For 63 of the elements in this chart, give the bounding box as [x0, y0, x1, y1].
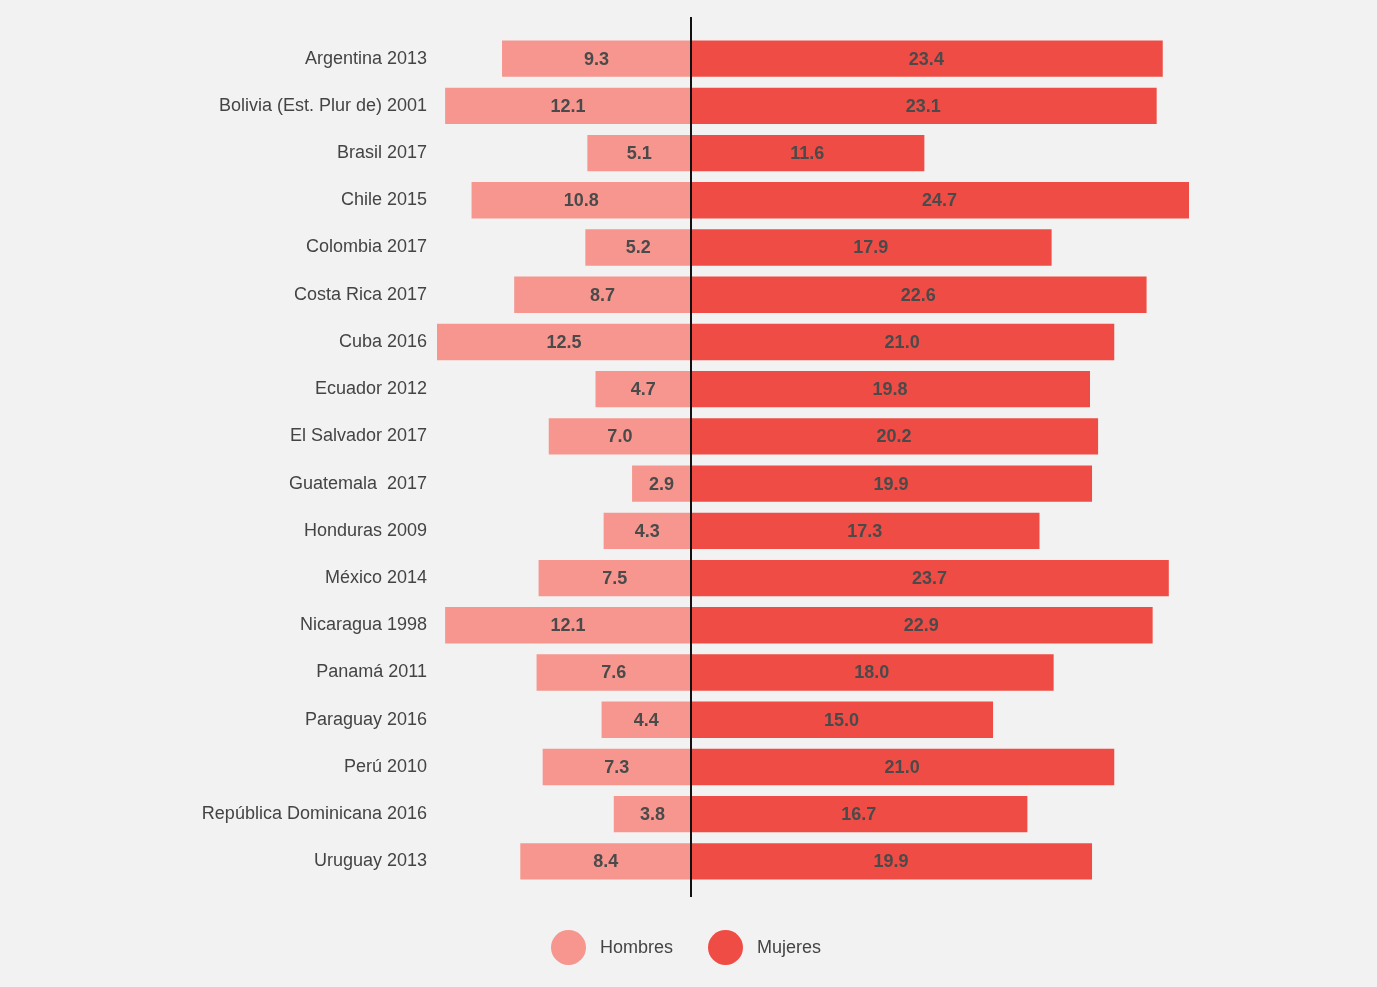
bar — [595, 370, 691, 408]
data-label: 23.4 — [908, 48, 944, 69]
y-tick-label: Colombia 2017 — [305, 236, 427, 257]
data-label: 21.0 — [884, 756, 920, 777]
data-label: 21.0 — [884, 331, 920, 352]
data-label: 11.6 — [790, 143, 825, 164]
bar — [538, 559, 691, 597]
data-label: 2.9 — [649, 473, 675, 494]
data-label: 19.9 — [873, 473, 909, 494]
legend-label: Mujeres — [757, 937, 822, 958]
data-label: 12.1 — [550, 615, 586, 636]
y-tick-label: Argentina 2013 — [304, 47, 427, 68]
data-label: 20.2 — [876, 426, 912, 447]
y-tick-label: Uruguay 2013 — [313, 850, 427, 871]
y-tick-label: Ecuador 2012 — [314, 378, 427, 399]
y-tick-label: Chile 2015 — [340, 189, 427, 210]
data-label: 12.1 — [550, 95, 586, 116]
data-label: 15.0 — [823, 709, 860, 730]
bar — [603, 512, 691, 550]
data-label: 23.1 — [905, 95, 941, 116]
data-label: 4.7 — [630, 379, 656, 400]
data-label: 19.9 — [873, 851, 909, 872]
y-tick-label: Panamá 2011 — [316, 661, 427, 682]
data-label: 17.9 — [853, 237, 889, 258]
y-tick-label: Bolivia (Est. Plur de) 2001 — [218, 94, 427, 115]
data-label: 9.3 — [584, 48, 610, 69]
y-tick-label: Guatemala 2017 — [288, 472, 427, 493]
data-label: 16.7 — [841, 804, 877, 825]
y-tick-label: Cuba 2016 — [338, 330, 427, 351]
data-label: 24.7 — [921, 190, 958, 211]
data-label: 17.3 — [847, 520, 883, 541]
y-tick-label: Honduras 2009 — [303, 519, 427, 540]
data-label: 5.1 — [626, 143, 652, 164]
data-label: 8.4 — [593, 851, 619, 872]
legend-label: Hombres — [599, 937, 673, 958]
data-label: 7.5 — [602, 568, 628, 589]
data-label: 8.7 — [590, 284, 616, 305]
y-tick-label: México 2014 — [324, 567, 427, 588]
data-label: 4.3 — [634, 520, 660, 541]
bar — [632, 465, 691, 502]
y-tick-label: El Salvador 2017 — [289, 425, 427, 446]
y-tick-label: Paraguay 2016 — [304, 708, 427, 729]
data-label: 23.7 — [911, 568, 947, 589]
data-label: 22.9 — [903, 615, 939, 636]
y-tick-label: Perú 2010 — [343, 755, 427, 776]
data-label: 3.8 — [639, 804, 665, 825]
bar — [601, 701, 691, 738]
data-label: 5.2 — [625, 237, 651, 258]
data-label: 7.3 — [604, 756, 630, 777]
y-tick-label: Brasil 2017 — [336, 142, 427, 163]
data-label: 4.4 — [633, 709, 659, 730]
data-label: 19.8 — [872, 379, 908, 400]
data-label: 12.5 — [546, 331, 582, 352]
bar — [613, 795, 691, 833]
data-label: 10.8 — [563, 190, 599, 211]
y-tick-label: Nicaragua 1998 — [299, 614, 427, 635]
bar — [585, 229, 691, 266]
data-label: 7.0 — [607, 426, 633, 447]
y-tick-label: Costa Rica 2017 — [293, 283, 427, 304]
data-label: 18.0 — [854, 662, 890, 683]
data-label: 7.6 — [601, 662, 627, 683]
data-label: 22.6 — [900, 284, 936, 305]
y-tick-label: República Dominicana 2016 — [201, 803, 427, 824]
